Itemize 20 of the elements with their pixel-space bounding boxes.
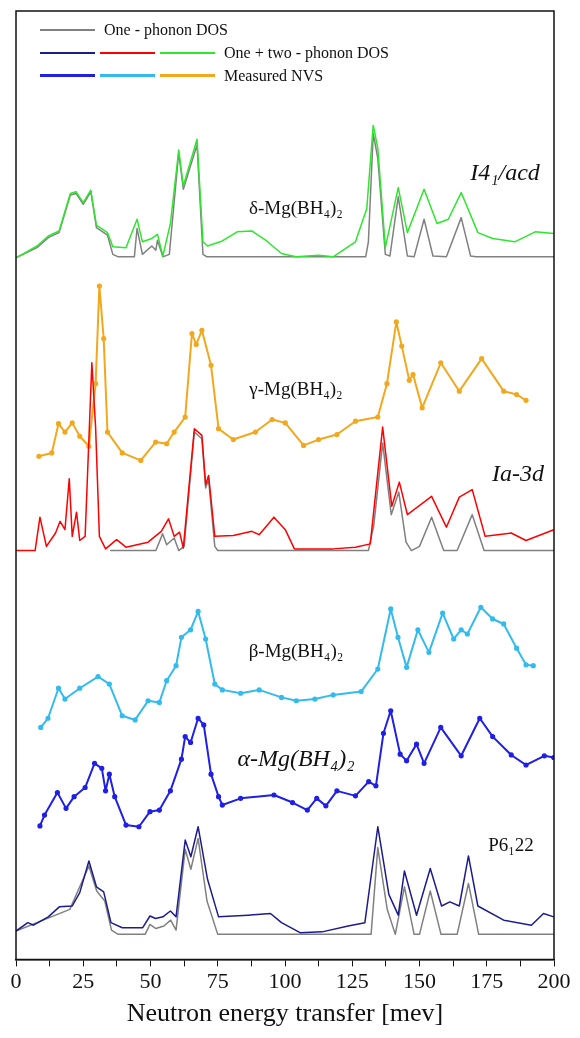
- x-tick-label: 100: [268, 968, 302, 994]
- x-tick-label: 125: [335, 968, 369, 994]
- annotation: Ia-3d: [491, 460, 545, 487]
- legend-label: One - phonon DOS: [104, 20, 228, 39]
- x-axis-title: Neutron energy transfer [mev]: [126, 998, 444, 1028]
- legend-label: One + two - phonon DOS: [224, 43, 390, 62]
- annotation: I4₁/acd: [469, 159, 541, 186]
- x-tick-label: 175: [470, 968, 504, 994]
- annotation: β-Mg(BH₄)₂: [248, 639, 344, 662]
- x-tick-label: 50: [139, 968, 162, 994]
- x-tick-label: 75: [206, 968, 229, 994]
- annotation: α-Mg(BH₄)₂: [237, 745, 355, 772]
- x-tick-label: 25: [72, 968, 95, 994]
- x-tick-label: 0: [10, 968, 22, 994]
- legend-label: Measured NVS: [224, 66, 324, 85]
- x-tick-label: 150: [403, 968, 436, 994]
- annotation: P6₁22: [488, 833, 534, 855]
- annotation: δ-Mg(BH₄)₂: [249, 196, 343, 219]
- annotation: γ-Mg(BH₄)₂: [248, 377, 343, 400]
- x-tick-label: 200: [537, 968, 571, 994]
